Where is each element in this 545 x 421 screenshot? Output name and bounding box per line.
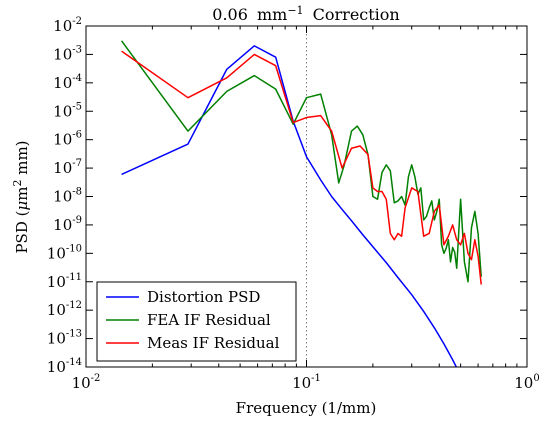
y-tick-label: 10-7 <box>53 158 82 177</box>
y-tick-label: 10-2 <box>53 16 82 35</box>
y-tick-label: 10-14 <box>47 357 82 376</box>
y-tick-label: 10-10 <box>47 243 82 262</box>
series-line-fea-if-residual <box>120 40 482 283</box>
x-axis-title: Frequency (1/mm) <box>236 399 377 417</box>
legend-frame <box>96 281 297 362</box>
x-tick-label: 10-2 <box>72 373 101 392</box>
y-tick-label: 10-5 <box>53 101 82 120</box>
chart-title-exponent: −1 <box>287 4 303 17</box>
y-tick-label: 10-4 <box>53 73 82 92</box>
x-tick-label: 10-1 <box>292 373 321 392</box>
plot-frame <box>85 25 528 368</box>
series-line-meas-if-residual <box>121 50 482 285</box>
y-tick-label: 10-3 <box>53 44 82 63</box>
y-tick-label: 10-9 <box>53 215 82 234</box>
legend: Distortion PSD FEA IF Residual Meas IF R… <box>96 281 297 362</box>
y-tick-label: 10-11 <box>47 272 82 291</box>
legend-label-fea-if-residual: FEA IF Residual <box>147 311 271 329</box>
y-tick-label: 10-12 <box>47 300 82 319</box>
series-line-distortion-psd <box>121 45 458 367</box>
y-tick-label: 10-8 <box>53 187 82 206</box>
series-group <box>120 40 482 367</box>
x-tick-label: 100 <box>514 373 539 392</box>
y-axis-title-exponent: 2 <box>11 180 24 187</box>
y-axis-title: PSD (μm2 mm) <box>11 140 31 253</box>
legend-label-meas-if-residual: Meas IF Residual <box>147 334 280 352</box>
chart-title: 0.06 mm−1 Correction <box>212 0 399 24</box>
y-tick-label: 10-13 <box>47 329 82 348</box>
legend-label-distortion-psd: Distortion PSD <box>147 288 260 306</box>
y-tick-label: 10-6 <box>53 130 82 149</box>
axis-ticks: 10-2 10-1 100 10-14 10-13 10-12 10-11 10-10 10-9… <box>47 16 540 392</box>
y-axis-title-mu: μ <box>13 201 31 211</box>
